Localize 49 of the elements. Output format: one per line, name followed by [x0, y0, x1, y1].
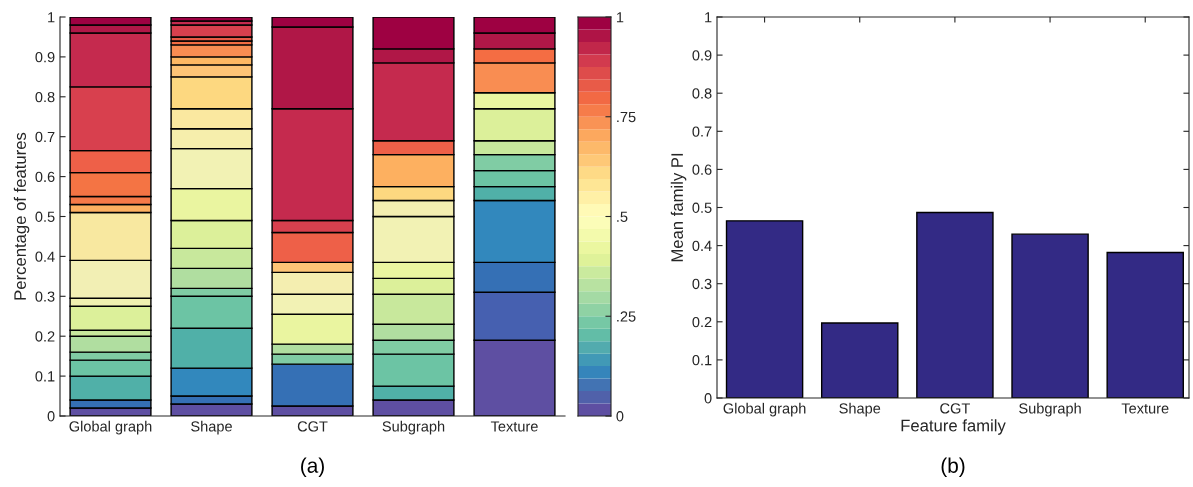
y-tick-label: 0.1: [692, 355, 712, 366]
y-tick-label: 0.2: [35, 331, 55, 342]
x-tick-label: Global graph: [723, 402, 806, 417]
bar: [170, 24, 253, 38]
x-axis-title: Feature family: [901, 419, 1006, 435]
bar: [1011, 233, 1089, 398]
y-tick-label: 0.8: [692, 88, 712, 99]
y-tick-label: 0.5: [35, 211, 55, 222]
bar: [725, 220, 804, 398]
y-tick-label: 0: [704, 393, 712, 404]
color-bar-label: .75: [617, 112, 636, 123]
y-tick-label: 0.3: [35, 291, 55, 302]
y-tick-label: 1: [48, 12, 55, 23]
y-tick-label: 0: [47, 411, 55, 422]
y-tick-label: 0.4: [692, 240, 712, 252]
y-tick-label: 0.6: [35, 171, 55, 183]
x-tick-label: Texture: [490, 421, 538, 432]
color-bar-label: .5: [617, 211, 628, 222]
y-axis-title: Mean family PI: [670, 153, 687, 262]
y-tick-label: 0.9: [692, 50, 712, 61]
text: (a): [301, 457, 324, 477]
y-tick-label: 0.6: [692, 164, 712, 175]
y-tick-label: 0.4: [35, 251, 55, 262]
y-axis-title: Percentage of features: [13, 132, 30, 300]
x-tick-label: CGT: [940, 403, 970, 414]
x-tick-label: Shape: [839, 402, 881, 417]
y-tick-label: 0.7: [692, 126, 712, 137]
y-tick-label: 0.3: [692, 278, 712, 290]
y-tick-label: 0.7: [35, 131, 55, 143]
text: (b): [941, 457, 965, 477]
x-tick-label: Subgraph: [1019, 402, 1081, 417]
bar: [916, 211, 994, 398]
y-tick-label: 0.2: [692, 316, 712, 328]
color-bar-label: .25: [617, 311, 636, 322]
y-tick-label: 0.1: [35, 371, 55, 382]
y-tick-label: 0.5: [692, 202, 712, 213]
bar: [170, 17, 253, 22]
x-tick-label: Shape: [191, 420, 232, 435]
x-tick-label: CGT: [297, 421, 328, 432]
bar: [820, 322, 899, 398]
x-tick-label: Global graph: [69, 420, 152, 435]
bar: [1106, 251, 1184, 398]
x-tick-label: Subgraph: [382, 420, 445, 435]
x-tick-label: Texture: [1121, 403, 1169, 414]
y-tick-label: 1: [705, 12, 712, 23]
y-tick-label: 0.8: [35, 91, 55, 103]
y-tick-label: 0.9: [35, 52, 55, 63]
color-bar-label: 1: [616, 12, 624, 23]
color-bar-label: 0: [616, 411, 624, 422]
